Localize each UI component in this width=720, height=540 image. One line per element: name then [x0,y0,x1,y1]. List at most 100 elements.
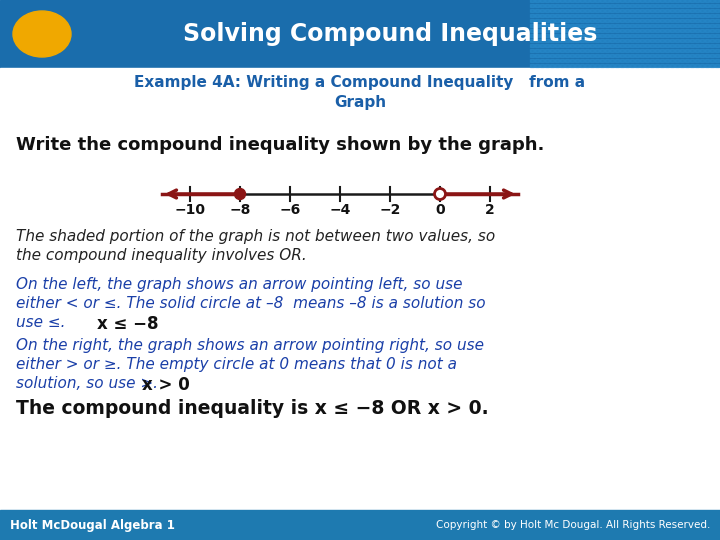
Bar [555,33,559,37]
Bar [695,38,698,42]
Bar [575,24,578,27]
Bar [675,9,678,12]
Bar [710,53,714,57]
Bar [560,38,564,42]
Bar [550,49,554,52]
Bar [590,33,593,37]
Bar [575,53,578,57]
Bar [565,58,569,62]
Bar [570,38,574,42]
Bar [665,0,668,2]
Bar [580,58,583,62]
Bar [645,58,649,62]
Bar [570,58,574,62]
Bar [690,14,693,17]
Bar [540,38,544,42]
Bar [650,64,654,67]
Text: use ≤.: use ≤. [16,315,80,330]
Bar [625,3,629,7]
Bar [595,64,598,67]
Bar [540,9,544,12]
Bar [650,24,654,27]
Bar [650,33,654,37]
Bar [715,53,719,57]
Bar [695,44,698,47]
Bar [695,53,698,57]
Bar [635,58,639,62]
Bar [620,49,624,52]
Bar [615,33,618,37]
Bar [580,3,583,7]
Text: −10: −10 [174,203,205,217]
Bar [660,24,664,27]
Bar [715,0,719,2]
Bar [615,0,618,2]
Bar [700,64,703,67]
Bar [615,14,618,17]
Bar [580,64,583,67]
Bar [655,44,659,47]
Bar [595,9,598,12]
Bar [655,29,659,32]
Bar [570,29,574,32]
Bar [605,9,608,12]
Bar [560,9,564,12]
Bar [545,3,549,7]
Bar [645,29,649,32]
Bar [690,58,693,62]
Bar [645,33,649,37]
Bar [600,18,603,22]
Bar [690,33,693,37]
Bar [540,29,544,32]
Bar [705,18,708,22]
Bar [550,33,554,37]
Bar [565,49,569,52]
Bar [695,9,698,12]
Bar [645,64,649,67]
Bar [715,3,719,7]
Bar [555,44,559,47]
Bar [685,9,688,12]
Bar [625,18,629,22]
Bar [595,29,598,32]
Bar [580,38,583,42]
Bar [545,33,549,37]
Bar [600,24,603,27]
Text: Graph: Graph [334,94,386,110]
Bar [575,49,578,52]
Bar [565,33,569,37]
Bar [670,58,673,62]
Bar [680,33,683,37]
Bar [560,44,564,47]
Bar [585,33,588,37]
Bar [625,14,629,17]
Bar [600,53,603,57]
Bar [685,0,688,2]
Bar [620,3,624,7]
Bar [695,58,698,62]
Bar [680,18,683,22]
Bar [530,53,534,57]
Bar [635,44,639,47]
Bar [575,38,578,42]
Bar [605,29,608,32]
Bar [685,44,688,47]
Bar [550,29,554,32]
Bar [585,3,588,7]
Bar [715,38,719,42]
Bar [700,14,703,17]
Bar [600,38,603,42]
Bar [685,33,688,37]
Bar [685,3,688,7]
Bar [570,33,574,37]
Bar [585,38,588,42]
Bar [590,38,593,42]
Text: On the left, the graph shows an arrow pointing left, so use: On the left, the graph shows an arrow po… [16,277,462,292]
Bar [535,29,539,32]
Bar [705,58,708,62]
Bar [610,38,613,42]
Bar [680,49,683,52]
Bar [600,14,603,17]
Bar [655,24,659,27]
Text: Example 4A: Writing a Compound Inequality   from a: Example 4A: Writing a Compound Inequalit… [135,76,585,91]
